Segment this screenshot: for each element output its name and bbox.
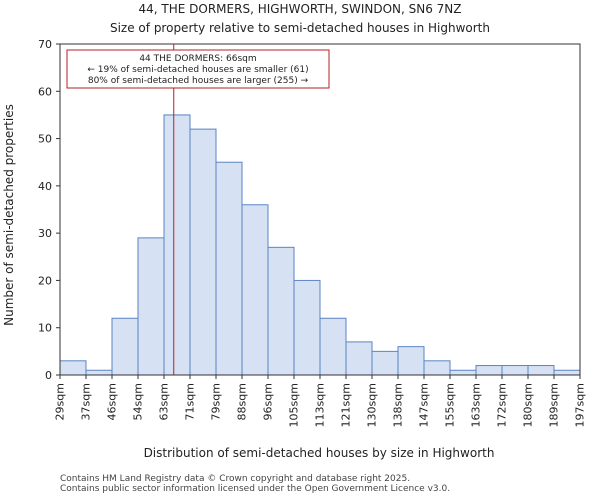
bar xyxy=(59,360,87,376)
bar xyxy=(553,369,581,376)
x-tick-label: 180sqm xyxy=(522,383,535,427)
x-tick-label: 88sqm xyxy=(236,383,249,420)
bar xyxy=(501,365,529,376)
bar xyxy=(397,346,425,376)
x-tick-label: 130sqm xyxy=(366,383,379,427)
bar xyxy=(215,161,243,376)
y-tick-label: 60 xyxy=(38,85,52,98)
y-tick-label: 10 xyxy=(38,322,52,335)
bar xyxy=(163,114,191,376)
x-tick-label: 79sqm xyxy=(210,383,223,420)
bar xyxy=(475,365,503,376)
bar xyxy=(267,246,295,376)
y-tick-label: 30 xyxy=(38,227,52,240)
bar xyxy=(319,317,347,376)
bar xyxy=(111,317,139,376)
x-tick-label: 105sqm xyxy=(288,383,301,427)
x-tick-label: 71sqm xyxy=(184,383,197,420)
annotation-line: 80% of semi-detached houses are larger (… xyxy=(88,76,309,86)
bars-group xyxy=(59,114,581,376)
x-tick-label: 197sqm xyxy=(574,383,587,427)
x-tick-label: 172sqm xyxy=(496,383,509,427)
y-axis-ticks: 0 10 20 30 40 50 60 70 xyxy=(38,38,60,382)
y-tick-label: 50 xyxy=(38,133,52,146)
annotation-box xyxy=(66,49,330,89)
x-tick-label: 121sqm xyxy=(340,383,353,427)
x-axis-label: Distribution of semi-detached houses by … xyxy=(144,446,495,460)
chart-title: 44, THE DORMERS, HIGHWORTH, SWINDON, SN6… xyxy=(139,2,462,16)
annotation-line: 44 THE DORMERS: 66sqm xyxy=(139,54,256,64)
y-tick-label: 0 xyxy=(45,369,52,382)
chart-subtitle: Size of property relative to semi-detach… xyxy=(110,21,490,35)
footer-licence: Contains public sector information licen… xyxy=(60,484,451,494)
x-tick-label: 63sqm xyxy=(158,383,171,420)
x-tick-label: 29sqm xyxy=(54,383,67,420)
x-tick-label: 138sqm xyxy=(392,383,405,427)
bar xyxy=(189,128,217,376)
x-tick-label: 37sqm xyxy=(80,383,93,420)
y-tick-label: 20 xyxy=(38,274,52,287)
x-tick-label: 96sqm xyxy=(262,383,275,420)
x-tick-label: 113sqm xyxy=(314,383,327,427)
x-tick-label: 189sqm xyxy=(548,383,561,427)
x-tick-label: 155sqm xyxy=(444,383,457,427)
y-axis-label: Number of semi-detached properties xyxy=(2,104,16,326)
bar xyxy=(137,237,165,376)
y-tick-label: 70 xyxy=(38,38,52,51)
bar xyxy=(527,365,555,376)
x-axis-ticks: 29sqm 37sqm 46sqm 54sqm 63sqm 71sqm 79sqm 88sqm… xyxy=(54,375,587,427)
y-tick-label: 40 xyxy=(38,180,52,193)
bar xyxy=(371,350,399,376)
x-tick-label: 54sqm xyxy=(132,383,145,420)
annotation-line: ← 19% of semi-detached houses are smalle… xyxy=(87,65,308,75)
bar xyxy=(241,204,269,376)
x-tick-label: 163sqm xyxy=(470,383,483,427)
bar xyxy=(293,279,321,376)
plot-frame xyxy=(59,43,581,376)
bar xyxy=(85,369,113,376)
x-tick-label: 46sqm xyxy=(106,383,119,420)
x-tick-label: 147sqm xyxy=(418,383,431,427)
bar xyxy=(345,341,373,376)
footer-copyright: Contains HM Land Registry data © Crown c… xyxy=(60,474,411,484)
bar xyxy=(423,360,451,376)
bar xyxy=(449,369,477,376)
